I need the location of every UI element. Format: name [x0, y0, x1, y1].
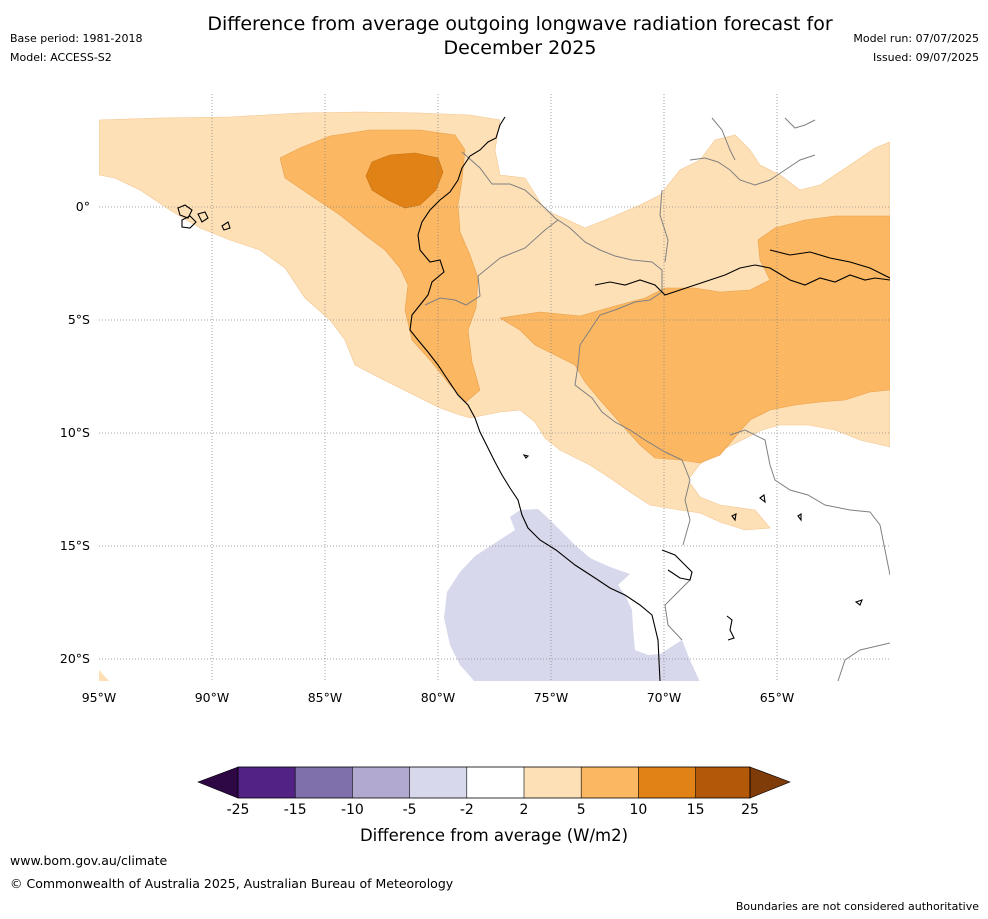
lat-label-15s: 15°S [59, 538, 90, 553]
colorbar-label: Difference from average (W/m2) [359, 826, 629, 845]
coastline [177, 116, 890, 681]
colorbar-tick: -10 [340, 802, 364, 818]
anomaly-zone-10-15 [365, 152, 444, 209]
colorbar-tick: 5 [576, 802, 586, 818]
lon-label-75w: 75°W [533, 690, 569, 705]
colorbar-tick: -2 [459, 802, 474, 818]
model-run: Model run: 07/07/2025 [853, 32, 979, 45]
lat-label-20s: 20°S [59, 651, 90, 666]
map-layers [99, 94, 890, 681]
colorbar-cell-minus25-minus15 [238, 767, 296, 798]
website-url: www.bom.gov.au/climate [10, 853, 168, 868]
lon-label-80w: 80°W [420, 690, 456, 705]
colorbar-tick: -5 [402, 802, 417, 818]
lon-label-65w: 65°W [759, 690, 795, 705]
colorbar-cell-5-10 [581, 767, 639, 798]
model-name: Model: ACCESS-S2 [10, 51, 112, 64]
lon-label-95w: 95°W [81, 690, 117, 705]
country-borders [424, 117, 890, 681]
map-title-line1: Difference from average outgoing longwav… [207, 13, 833, 35]
lat-label-5s: 5°S [67, 312, 90, 327]
anomaly-zone-minus5-minus2 [444, 509, 700, 681]
colorbar-cell-minus5-minus2 [409, 767, 467, 798]
colorbar-cell-10-15 [638, 767, 696, 798]
map-title: Difference from average outgoing longwav… [0, 12, 988, 60]
graticule [99, 94, 890, 681]
colorbar-tick: 15 [686, 802, 705, 818]
lat-label-0: 0° [75, 199, 90, 214]
anomaly-zone-5-10-amazon [499, 215, 890, 464]
colorbar-tick: 25 [741, 802, 759, 818]
lon-label-90w: 90°W [194, 690, 230, 705]
issued-date: Issued: 09/07/2025 [872, 51, 979, 64]
base-period: Base period: 1981-2018 [10, 32, 143, 45]
colorbar-tick: 10 [629, 802, 648, 818]
colorbar-cell-minus15-minus10 [295, 767, 353, 798]
anomaly-zone-5-10-north [279, 129, 481, 403]
colorbar-cell-minus10-minus5 [352, 767, 410, 798]
colorbar-tick: -25 [226, 802, 250, 818]
lat-label-10s: 10°S [59, 425, 90, 440]
colorbar-cell-15-25 [695, 767, 750, 798]
map-title-line2: December 2025 [443, 37, 597, 59]
copyright: © Commonwealth of Australia 2025, Austra… [10, 876, 454, 891]
boundaries-disclaimer: Boundaries are not considered authoritat… [735, 900, 979, 913]
colorbar-tick: -15 [283, 802, 307, 818]
colorbar-tick: 2 [519, 802, 529, 818]
colorbar-cell-minus2-2 [466, 767, 524, 798]
colorbar-arrow-high [749, 766, 791, 799]
lon-label-85w: 85°W [307, 690, 343, 705]
colorbar-arrow-low [197, 766, 239, 799]
anomaly-zone-2-5-south [99, 670, 110, 681]
lon-label-70w: 70°W [646, 690, 682, 705]
colorbar [197, 766, 791, 799]
colorbar-cell-2-5 [524, 767, 582, 798]
